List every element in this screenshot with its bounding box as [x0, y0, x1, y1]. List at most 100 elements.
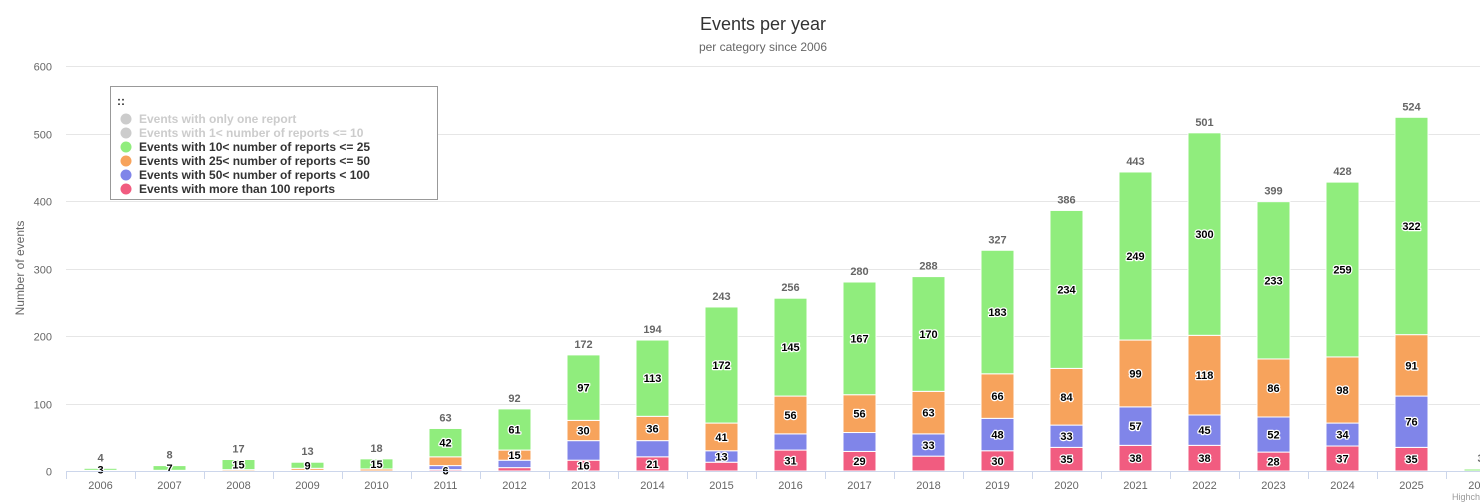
bar-segment[interactable]	[290, 461, 325, 469]
bar-segment[interactable]	[980, 417, 1015, 452]
data-label: 259	[1333, 265, 1351, 277]
data-label: 38	[1198, 453, 1210, 465]
bar-stack-2024: 259 98 34 37 428	[1325, 166, 1360, 472]
legend-label: Events with only one report	[139, 112, 296, 126]
data-label: 99	[1129, 368, 1141, 380]
data-label: 45	[1198, 425, 1210, 437]
data-label: 98	[1336, 385, 1348, 397]
bar-segment[interactable]	[566, 440, 601, 461]
bar-segment[interactable]	[1394, 116, 1429, 336]
bar-segment[interactable]	[704, 461, 739, 472]
bar-stack-2009: 913	[290, 446, 325, 474]
bar-segment[interactable]	[1118, 171, 1153, 341]
stack-total-label: 243	[712, 291, 730, 303]
bar-segment[interactable]	[1256, 201, 1291, 360]
bar-segment[interactable]	[359, 458, 394, 470]
data-label: 42	[439, 438, 451, 450]
bar-stack-2026: 3	[1463, 453, 1480, 472]
data-label: 15	[508, 450, 520, 462]
stack-total-label: 428	[1333, 166, 1351, 178]
data-label: 35	[1405, 454, 1417, 466]
legend-item[interactable]: Events with only one report	[120, 112, 297, 126]
y-tick-label: 400	[34, 197, 52, 209]
data-label: 57	[1129, 421, 1141, 433]
bar-segment[interactable]	[1325, 181, 1360, 358]
stack-total-label: 386	[1057, 194, 1075, 206]
data-label: 3	[97, 464, 103, 476]
data-label: 34	[1336, 430, 1349, 442]
bar-segment[interactable]	[842, 432, 877, 452]
bar-segment[interactable]	[1118, 406, 1153, 446]
data-label: 41	[715, 432, 727, 444]
stack-total-label: 256	[781, 282, 799, 294]
bar-segment[interactable]	[1118, 339, 1153, 408]
bar-stack-2021: 249 99 57 38 443	[1118, 156, 1153, 472]
bar-segment[interactable]	[980, 249, 1015, 375]
bar-segment[interactable]	[911, 455, 946, 472]
data-label: 56	[784, 410, 796, 422]
legend-item[interactable]: Events with more than 100 reports	[120, 182, 336, 196]
legend-label: Events with 1< number of reports <= 10	[139, 126, 364, 140]
bar-segment[interactable]	[1325, 356, 1360, 424]
x-tick-label-2022: 2022	[1192, 480, 1216, 492]
data-label: 167	[850, 333, 868, 345]
bar-stack-2014: 113 36 21 194	[635, 324, 670, 472]
bar-segment[interactable]	[842, 281, 877, 396]
data-label: 33	[1060, 431, 1072, 443]
bar-segment[interactable]	[152, 465, 187, 471]
y-tick-label: 200	[34, 332, 52, 344]
data-label: 113	[644, 373, 662, 385]
bar-segment[interactable]	[635, 440, 670, 458]
legend-item[interactable]: Events with 10< number of reports <= 25	[120, 140, 371, 154]
stack-total-label: 63	[439, 412, 451, 424]
bar-segment[interactable]	[911, 390, 946, 435]
legend-item[interactable]: Events with 1< number of reports <= 10	[120, 126, 364, 140]
bar-segment[interactable]	[635, 415, 670, 442]
credits-text[interactable]: Highch	[1452, 492, 1480, 502]
bar-segment[interactable]	[497, 467, 532, 472]
bar-segment[interactable]	[773, 433, 808, 451]
bar-segment[interactable]	[773, 297, 808, 397]
bar-segment[interactable]	[221, 459, 256, 471]
data-label: 233	[1264, 275, 1282, 287]
data-label: 16	[577, 461, 589, 473]
data-label: 172	[712, 360, 730, 372]
bar-stack-2018: 170 63 33 288	[911, 261, 946, 472]
bar-segment[interactable]	[1049, 367, 1084, 426]
legend-item[interactable]: Events with 50< number of reports < 100	[120, 168, 371, 182]
data-label: 13	[715, 451, 727, 463]
bar-segment[interactable]	[1256, 358, 1291, 418]
bar-stack-2016: 145 56 31 256	[773, 282, 808, 472]
bar-segment[interactable]	[497, 408, 532, 451]
legend-symbol	[120, 113, 132, 125]
bar-segment[interactable]	[428, 427, 463, 458]
bar-segment[interactable]	[1187, 414, 1222, 446]
data-label: 56	[853, 409, 865, 421]
data-label: 234	[1057, 284, 1076, 296]
bar-segment[interactable]	[704, 306, 739, 424]
bar-segment[interactable]	[428, 456, 463, 467]
data-label: 97	[577, 383, 589, 395]
bar-segment[interactable]	[1463, 468, 1480, 472]
bar-segment[interactable]	[980, 373, 1015, 419]
bar-segment[interactable]	[1049, 209, 1084, 369]
bar-segment[interactable]	[773, 395, 808, 435]
bar-segment[interactable]	[635, 339, 670, 417]
stack-total-label: 18	[370, 443, 382, 455]
bar-segment[interactable]	[1325, 445, 1360, 472]
legend-item[interactable]: Events with 25< number of reports <= 50	[120, 154, 371, 168]
bar-segment[interactable]	[911, 276, 946, 392]
bar-segment[interactable]	[1187, 132, 1222, 336]
bar-segment[interactable]	[566, 354, 601, 421]
bar-stack-2006: 34	[83, 452, 118, 478]
bar-stack-2020: 234 84 33 35 386	[1049, 194, 1084, 472]
bar-segment[interactable]	[83, 467, 118, 471]
bar-segment[interactable]	[1394, 334, 1429, 397]
bar-segment[interactable]	[1256, 416, 1291, 453]
data-label: 21	[646, 459, 658, 471]
data-label: 249	[1126, 251, 1144, 263]
legend-box	[110, 86, 438, 200]
